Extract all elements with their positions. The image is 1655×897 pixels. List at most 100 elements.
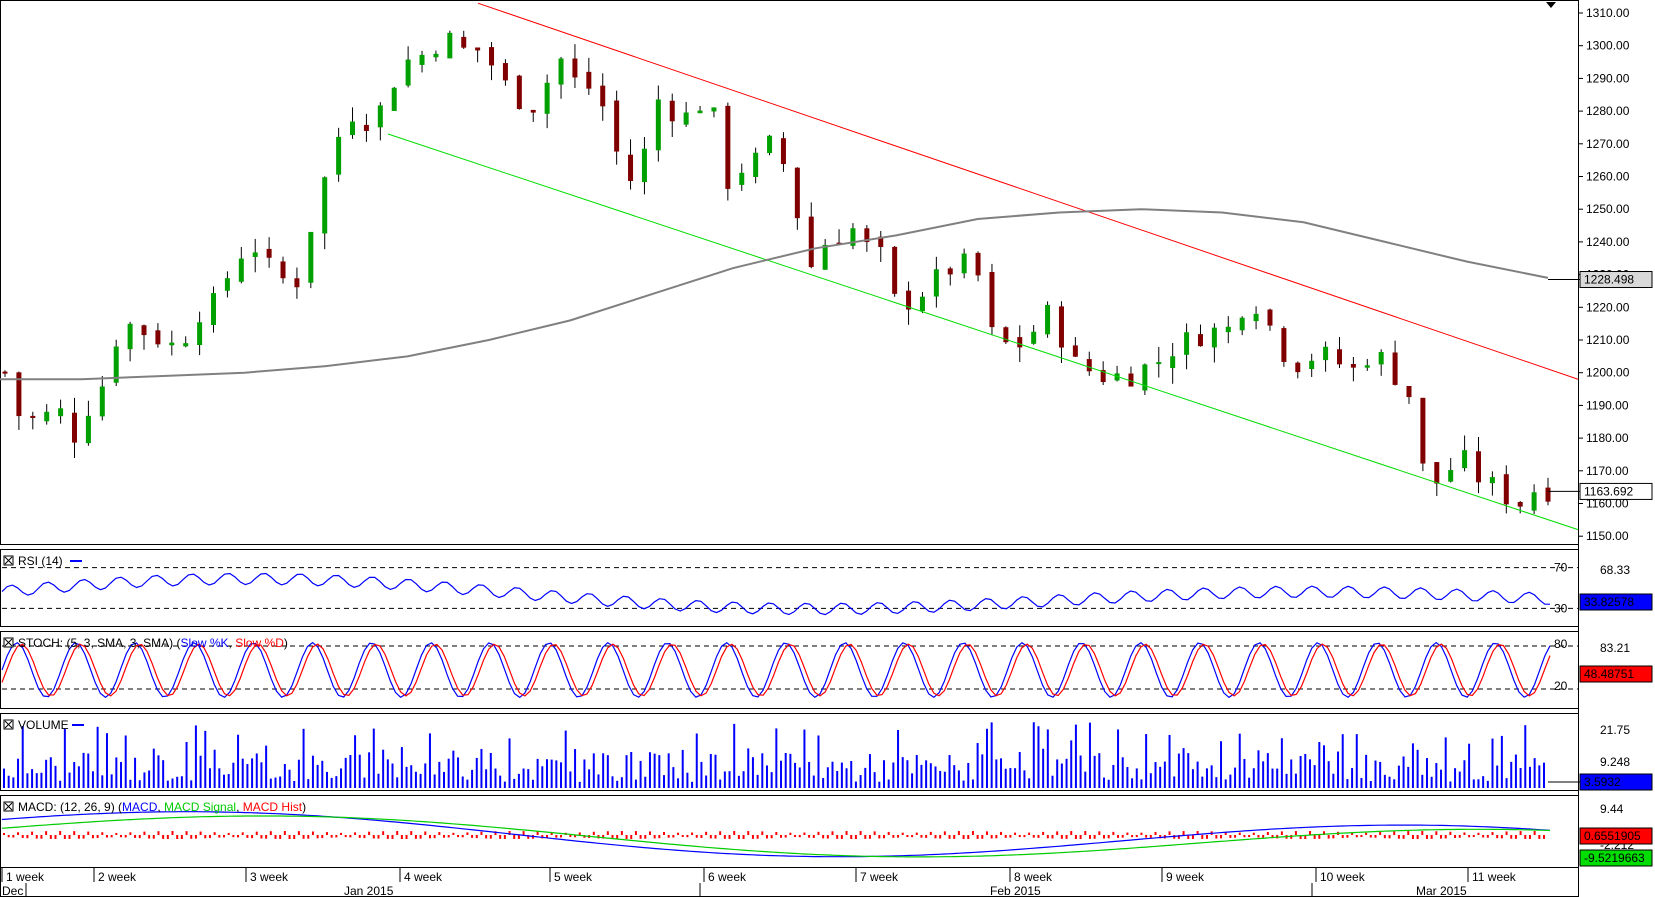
candle-body: [989, 272, 995, 328]
price-tick-label: 1170.00: [1586, 464, 1629, 478]
candle-body: [1170, 356, 1176, 368]
upper-channel-line: [477, 2, 1579, 380]
week-label: 6 week: [708, 870, 747, 884]
price-tick-label: 1310.00: [1586, 6, 1630, 20]
chart-menu-icon[interactable]: [1546, 2, 1556, 8]
candle-body: [767, 135, 773, 154]
price-tick-label: 1290.00: [1586, 71, 1630, 85]
candle-body: [1434, 462, 1440, 484]
volume-title: VOLUME: [3, 718, 84, 732]
candle-body: [1336, 349, 1342, 365]
stoch-title-text: STOCH: (5, 3, SMA, 3, SMA) (Slow %K, Slo…: [18, 636, 288, 650]
candle-body: [725, 105, 731, 189]
candle-body: [447, 32, 453, 59]
candle-body: [614, 100, 620, 152]
price-tick-label: 1180.00: [1586, 431, 1629, 445]
candle-body: [1239, 317, 1245, 331]
price-tick-label: 1160.00: [1586, 497, 1629, 511]
candle-body: [1281, 328, 1287, 362]
volume-tick-label: 21.75: [1600, 723, 1630, 737]
rsi-pane: 70 30 68.33 33.82578: [1, 561, 1653, 616]
candle-body: [58, 408, 64, 417]
candle-body: [753, 152, 759, 177]
candle-body: [1392, 352, 1398, 385]
lower-channel-line: [387, 133, 1579, 531]
candle-body: [850, 228, 856, 246]
candle-body: [350, 121, 356, 136]
candle-body: [1184, 332, 1190, 355]
rsi-line: [1, 572, 1550, 616]
candle-body: [711, 107, 717, 112]
candle-body: [586, 71, 592, 89]
candle-body: [1156, 362, 1162, 365]
candle-body: [1462, 450, 1468, 469]
rsi-title: RSI (14): [3, 554, 82, 568]
candle-body: [947, 268, 953, 275]
candle-body: [1017, 337, 1023, 348]
candle-body: [933, 269, 939, 297]
candle-body: [1364, 365, 1370, 368]
candle-body: [1378, 352, 1384, 365]
candle-body: [1225, 326, 1231, 333]
candle-body: [1211, 327, 1217, 348]
rsi-level-70-label: 70: [1554, 561, 1568, 575]
candle-body: [1295, 362, 1301, 373]
last-price-label-box: [1579, 482, 1653, 500]
candle-body: [502, 63, 508, 81]
week-label: 11 week: [1472, 870, 1517, 884]
candle-body: [697, 110, 703, 114]
volume-pane: 21.75 9.248 3.5932: [3, 722, 1653, 791]
candle-body: [919, 296, 925, 312]
stoch-pane: 80 20 83.21 48.48751: [1, 637, 1653, 699]
macd-signal-value-label: -9.5219663: [1584, 851, 1645, 865]
macd-title: MACD: (12, 26, 9) (MACD, MACD Signal, MA…: [3, 800, 306, 814]
candle-body: [1142, 364, 1148, 391]
candle-body: [197, 322, 203, 346]
week-label: 8 week: [1014, 870, 1053, 884]
candle-body: [864, 228, 870, 243]
candle-body: [155, 330, 161, 345]
price-tick-label: 1260.00: [1586, 170, 1630, 184]
candle-body: [1406, 386, 1412, 398]
candle-body: [2, 371, 8, 374]
candle-body: [1045, 304, 1051, 335]
candle-body: [961, 253, 967, 274]
candle-body: [822, 244, 828, 270]
month-label: Dec: [2, 884, 23, 897]
candle-body: [1267, 309, 1273, 326]
price-tick-label: 1250.00: [1586, 202, 1630, 216]
rsi-value-label-box: [1579, 593, 1653, 611]
stoch-value-label: 48.48751: [1584, 667, 1634, 681]
candle-body: [544, 82, 550, 114]
candle-body: [461, 36, 467, 48]
candle-body: [1197, 334, 1203, 347]
candle-body: [572, 58, 578, 78]
price-pane: 1310.00 1300.00 1290.00 1280.00 1270.00 1260.…: [0, 2, 1653, 543]
candle-body: [489, 47, 495, 66]
week-label: 4 week: [404, 870, 443, 884]
sma-line: [0, 208, 1549, 381]
price-tick-label: 1150.00: [1586, 529, 1629, 543]
candle-body: [183, 343, 189, 347]
candle-body: [405, 59, 411, 86]
candle-body: [1475, 451, 1481, 483]
stoch-value-label-box: [1579, 665, 1653, 683]
week-label: 10 week: [1320, 870, 1366, 884]
macd-tick-label: 9.44: [1600, 802, 1624, 816]
candle-body: [44, 411, 50, 422]
candle-body: [1448, 470, 1454, 482]
last-price-label: 1163.692: [1584, 484, 1633, 498]
candle-body: [169, 342, 175, 346]
candle-body: [516, 75, 522, 109]
volume-value-label: 3.5932: [1584, 775, 1621, 789]
volume-value-label-box: [1579, 773, 1653, 791]
candle-body: [683, 112, 689, 125]
month-label: Feb 2015: [990, 884, 1041, 897]
macd-value-label: 0.6551905: [1584, 829, 1641, 843]
candle-body: [266, 248, 272, 258]
candle-body: [794, 167, 800, 219]
rsi-value-label: 33.82578: [1584, 595, 1634, 609]
candle-body: [669, 100, 675, 122]
candle-body: [16, 372, 22, 417]
x-axis: 1 week 2 week 3 week 4 week 5 week 6 week 7 we…: [1, 868, 1517, 897]
